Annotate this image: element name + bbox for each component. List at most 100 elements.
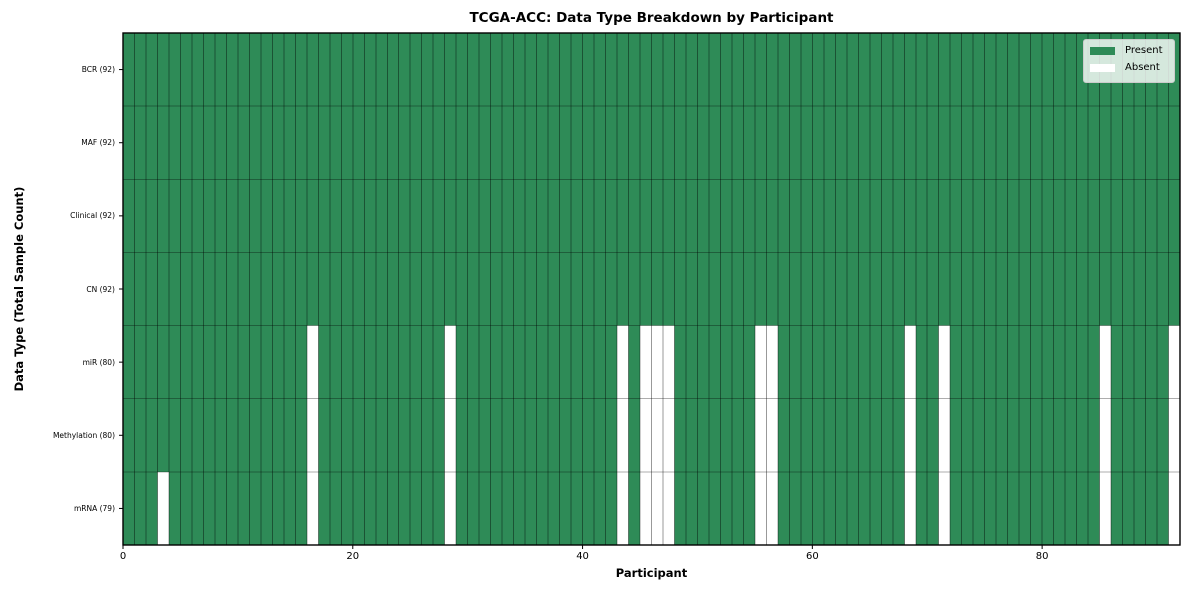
heatmap-cell (536, 325, 549, 399)
heatmap-cell (456, 106, 468, 180)
heatmap-cell (1111, 179, 1123, 253)
heatmap-cell (559, 398, 572, 472)
heatmap-cell (421, 325, 434, 399)
heatmap-cell (387, 398, 399, 472)
heatmap-cell (835, 471, 847, 545)
heatmap-cell (249, 398, 261, 472)
heatmap-cell (835, 179, 847, 253)
heatmap-cell (1099, 252, 1112, 326)
heatmap-cell (1076, 252, 1089, 326)
heatmap-cell (605, 33, 618, 107)
heatmap-cell (766, 252, 778, 326)
heatmap-cell (1134, 398, 1146, 472)
heatmap-cell (766, 471, 778, 545)
heatmap-cell (812, 252, 824, 326)
heatmap-cell (996, 471, 1008, 545)
heatmap-cell (1111, 471, 1123, 545)
heatmap-cell (950, 398, 962, 472)
heatmap-cell (444, 252, 457, 326)
heatmap-cell (582, 33, 595, 107)
heatmap-cell (1007, 398, 1020, 472)
heatmap-cell (869, 471, 882, 545)
heatmap-cell (364, 179, 376, 253)
heatmap-cell (869, 179, 882, 253)
heatmap-cell (203, 179, 215, 253)
heatmap-cell (145, 106, 158, 180)
heatmap-cell (421, 252, 434, 326)
heatmap-cell (1076, 33, 1089, 107)
heatmap-cell (708, 471, 721, 545)
heatmap-cell (605, 325, 618, 399)
heatmap-cell (306, 325, 319, 399)
heatmap-cell (651, 179, 663, 253)
heatmap-cell (352, 398, 365, 472)
heatmap-cell (536, 471, 549, 545)
x-tick-label: 60 (805, 551, 819, 562)
heatmap-cell (950, 106, 962, 180)
heatmap-cell (559, 179, 572, 253)
heatmap-cell (1145, 471, 1158, 545)
heatmap-cell (214, 471, 227, 545)
heatmap-cell (938, 325, 951, 399)
heatmap-cell (674, 398, 686, 472)
heatmap-cell (1030, 252, 1043, 326)
heatmap-cell (502, 106, 514, 180)
heatmap-cell (823, 179, 836, 253)
heatmap-cell (1065, 252, 1077, 326)
y-tick-label: mRNA (79) (73, 503, 115, 513)
heatmap-cell (548, 106, 560, 180)
heatmap-cell (1030, 325, 1043, 399)
heatmap-cell (708, 106, 721, 180)
heatmap-cell (318, 398, 330, 472)
heatmap-cell (421, 398, 434, 472)
heatmap-cell (123, 398, 135, 472)
heatmap-cell (651, 471, 663, 545)
heatmap-cell (145, 179, 158, 253)
heatmap-cell (548, 179, 560, 253)
heatmap-cell (605, 471, 618, 545)
heatmap-cell (237, 471, 250, 545)
heatmap-cell (536, 252, 549, 326)
heatmap-cell (640, 398, 652, 472)
heatmap-cell (548, 252, 560, 326)
heatmap-cell (594, 325, 606, 399)
heatmap-cell (662, 325, 675, 399)
heatmap-cell (352, 252, 365, 326)
heatmap-cell (617, 325, 629, 399)
heatmap-cell (961, 179, 974, 253)
heatmap-cell (467, 398, 480, 472)
heatmap-cell (433, 179, 445, 253)
heatmap-cell (525, 471, 537, 545)
heatmap-cell (157, 179, 169, 253)
heatmap-cell (352, 106, 365, 180)
heatmap-cell (777, 252, 790, 326)
heatmap-cell (812, 471, 824, 545)
heatmap-cell (226, 179, 238, 253)
heatmap-cell (858, 179, 870, 253)
heatmap-cell (1076, 471, 1089, 545)
heatmap-cell (168, 33, 181, 107)
heatmap-cell (1157, 179, 1169, 253)
heatmap-cell (984, 252, 997, 326)
heatmap-cell (582, 398, 595, 472)
heatmap-cell (1111, 325, 1123, 399)
heatmap-cell (708, 179, 721, 253)
heatmap-cell (800, 398, 813, 472)
heatmap-cell (306, 33, 319, 107)
heatmap-cell (858, 252, 870, 326)
heatmap-cell (869, 325, 882, 399)
heatmap-cell (1134, 325, 1146, 399)
heatmap-cell (628, 106, 641, 180)
heatmap-cell (823, 106, 836, 180)
heatmap-cell (904, 471, 916, 545)
heatmap-cell (743, 471, 755, 545)
heatmap-cell (904, 252, 916, 326)
heatmap-cell (1065, 179, 1077, 253)
heatmap-cell (674, 33, 686, 107)
heatmap-cell (502, 325, 514, 399)
heatmap-cell (260, 106, 273, 180)
heatmap-cell (410, 106, 422, 180)
heatmap-cell (134, 325, 146, 399)
heatmap-cell (927, 252, 939, 326)
heatmap-cell (708, 33, 721, 107)
